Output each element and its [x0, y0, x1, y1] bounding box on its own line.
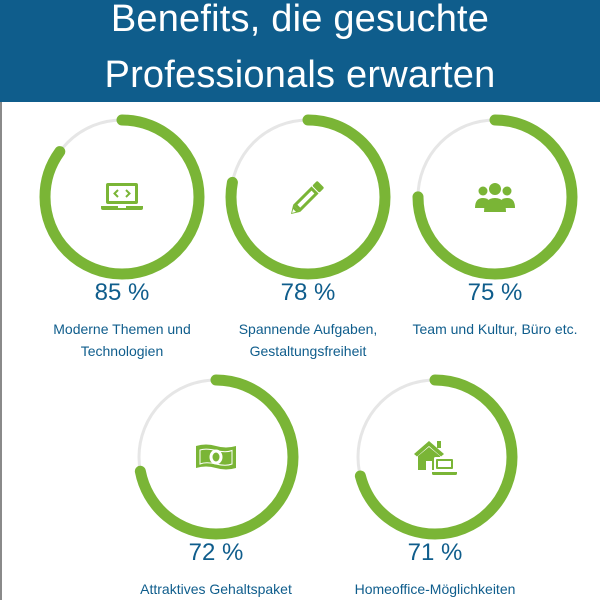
- percentage-value: 71 %: [407, 539, 463, 566]
- money-bill-icon: [191, 432, 241, 482]
- benefit-item-team-culture: 75 % Team und Kultur, Büro etc.: [410, 112, 580, 367]
- benefit-item-home-office: 71 % Homeoffice-Möglichkeiten: [350, 372, 520, 600]
- ring-progress-arc: [225, 114, 391, 280]
- left-border: [0, 102, 2, 600]
- benefit-item-tasks: 78 % Spannende Aufgaben, Gestaltungsfrei…: [223, 112, 393, 367]
- benefit-label-line-1: Moderne Themen und: [53, 321, 191, 337]
- percentage-value: 75 %: [467, 279, 523, 306]
- pencil-icon: [283, 172, 333, 222]
- percentage-value: 78 %: [280, 279, 336, 306]
- laptop-code-icon: [97, 172, 147, 222]
- progress-ring: [410, 112, 580, 282]
- benefit-label-line-2: Gestaltungsfreiheit: [249, 343, 367, 359]
- percentage-value: 85 %: [94, 279, 150, 306]
- progress-ring: [37, 112, 207, 282]
- benefit-item-salary: 72 % Attraktives Gehaltspaket: [131, 372, 301, 600]
- benefit-item-modern-tech: 85 % Moderne Themen und Technologien: [37, 112, 207, 367]
- page-title-line-2: Professionals erwarten: [104, 54, 496, 96]
- benefit-label-line-1: Homeoffice-Möglichkeiten: [354, 581, 516, 597]
- progress-ring: [131, 372, 301, 542]
- ring-progress-arc: [39, 114, 205, 280]
- progress-ring: [223, 112, 393, 282]
- header-banner: Benefits, die gesuchte Professionals erw…: [0, 0, 600, 102]
- ring-progress-arc: [412, 114, 578, 280]
- benefit-label-line-1: Spannende Aufgaben,: [238, 321, 378, 337]
- home-office-icon: [410, 432, 460, 482]
- benefit-label-line-2: Technologien: [80, 343, 164, 359]
- team-users-icon: [470, 172, 520, 222]
- ring-progress-arc: [352, 374, 518, 540]
- percentage-value: 72 %: [188, 539, 244, 566]
- ring-progress-arc: [133, 374, 299, 540]
- page-title-line-1: Benefits, die gesuchte: [110, 0, 490, 40]
- benefit-label-line-1: Team und Kultur, Büro etc.: [412, 321, 578, 337]
- benefit-label-line-1: Attraktives Gehaltspaket: [140, 581, 292, 597]
- progress-ring: [350, 372, 520, 542]
